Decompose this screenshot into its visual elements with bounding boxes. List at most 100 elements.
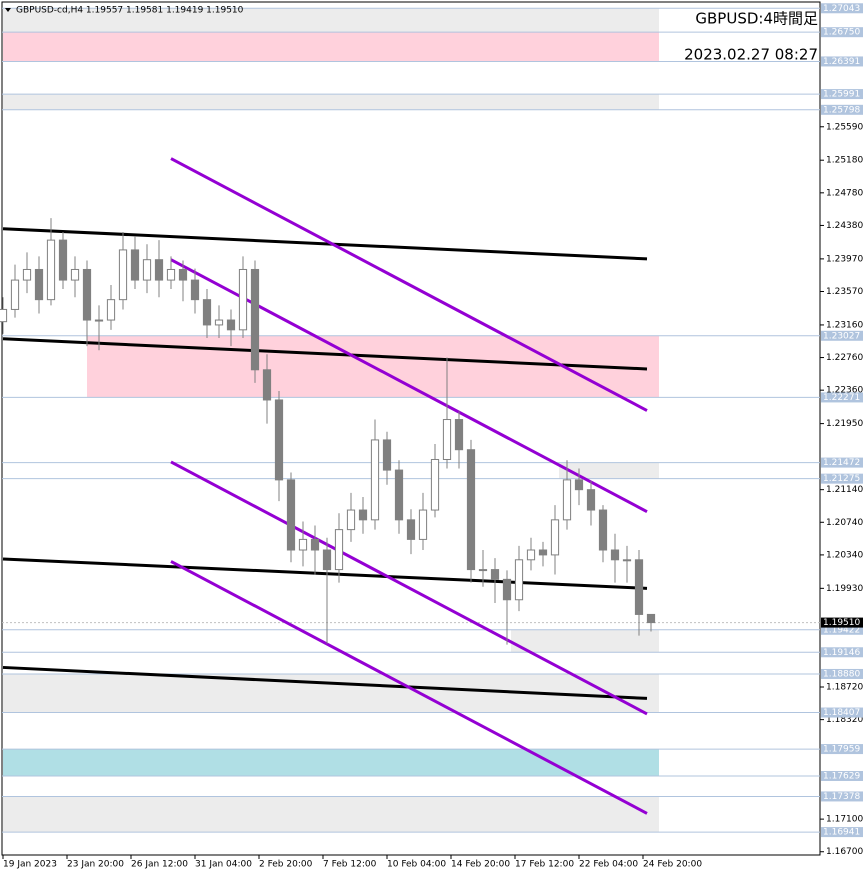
level-label-bg bbox=[821, 624, 863, 635]
y-tick-label: 1.20740 bbox=[826, 518, 863, 528]
level-label-bg bbox=[821, 791, 863, 802]
level-label-bg bbox=[821, 744, 863, 755]
plot-frame bbox=[1, 1, 821, 856]
candle-body bbox=[322, 549, 332, 571]
level-label: 1.25991 bbox=[823, 90, 860, 100]
zone bbox=[3, 796, 659, 833]
y-tick-label: 1.24380 bbox=[826, 221, 863, 231]
level-label-bg bbox=[821, 707, 863, 718]
zone bbox=[3, 94, 659, 110]
y-tick-label: 1.24780 bbox=[826, 188, 863, 198]
candle-body bbox=[394, 469, 404, 521]
y-tick-label: 1.16700 bbox=[826, 847, 863, 857]
trendline bbox=[170, 560, 648, 815]
y-tick-label: 1.22360 bbox=[826, 386, 863, 396]
candle-body bbox=[406, 519, 416, 540]
y-tick-label: 1.25180 bbox=[826, 156, 863, 166]
candle-body bbox=[142, 259, 152, 281]
candle-body bbox=[526, 549, 536, 561]
x-tick-label: 26 Jan 12:00 bbox=[131, 860, 188, 870]
zone bbox=[3, 749, 659, 776]
candle-body bbox=[238, 268, 248, 331]
zone bbox=[511, 629, 659, 653]
candle-body bbox=[502, 578, 512, 601]
level-label-bg bbox=[821, 647, 863, 658]
candle-body bbox=[250, 268, 260, 371]
x-tick-label: 19 Jan 2023 bbox=[3, 860, 57, 870]
level-label-bg bbox=[821, 56, 863, 67]
level-label-bg bbox=[821, 473, 863, 484]
candle-body bbox=[190, 279, 200, 301]
current-price-label: 1.19510 bbox=[823, 618, 860, 628]
x-tick-label: 22 Feb 04:00 bbox=[579, 860, 638, 870]
y-tick-label: 1.20340 bbox=[826, 550, 863, 560]
candle-body bbox=[10, 279, 20, 310]
trendline bbox=[170, 157, 648, 412]
x-tick-label: 10 Feb 04:00 bbox=[387, 860, 446, 870]
candle-body bbox=[634, 559, 644, 615]
candle-body bbox=[130, 249, 140, 281]
zone bbox=[3, 8, 659, 33]
level-label: 1.21275 bbox=[823, 474, 860, 484]
candle-body bbox=[514, 559, 524, 601]
candle-body bbox=[442, 419, 452, 460]
candle-body bbox=[58, 239, 68, 281]
level-label-bg bbox=[821, 27, 863, 38]
candle-body bbox=[118, 249, 128, 301]
candle-body bbox=[430, 458, 440, 511]
x-tick-label: 7 Feb 12:00 bbox=[323, 860, 377, 870]
level-label: 1.23027 bbox=[823, 331, 860, 341]
x-tick-label: 14 Feb 20:00 bbox=[451, 860, 510, 870]
level-label: 1.27043 bbox=[823, 4, 860, 14]
level-label: 1.18407 bbox=[823, 708, 860, 718]
x-tick-label: 17 Feb 12:00 bbox=[515, 860, 574, 870]
candle-body bbox=[34, 268, 44, 301]
candle-body bbox=[574, 479, 584, 491]
symbol-info: GBPUSD-cd,H4 1.19557 1.19581 1.19419 1.1… bbox=[16, 6, 244, 16]
candle-body bbox=[298, 538, 308, 551]
candle-body bbox=[22, 268, 32, 281]
level-label: 1.19146 bbox=[823, 648, 860, 658]
candle-body bbox=[202, 299, 212, 326]
candle-body bbox=[106, 299, 116, 321]
trendline bbox=[2, 665, 648, 700]
level-label: 1.17378 bbox=[823, 792, 860, 802]
zone bbox=[3, 32, 659, 62]
levels bbox=[2, 7, 820, 833]
level-label-bg bbox=[821, 330, 863, 341]
level-label: 1.21472 bbox=[823, 458, 860, 468]
current-price-bg bbox=[821, 617, 863, 628]
candle-body bbox=[334, 529, 344, 571]
level-label-bg bbox=[821, 104, 863, 115]
x-tick-label: 2 Feb 20:00 bbox=[259, 860, 313, 870]
level-label-bg bbox=[821, 770, 863, 781]
level-label-bg bbox=[821, 668, 863, 679]
candle-body bbox=[226, 319, 236, 331]
y-tick-label: 1.25590 bbox=[826, 122, 863, 132]
level-label: 1.22271 bbox=[823, 393, 860, 403]
axes: 1.25590 1.25180 1.24780 1.24380 1.23970 1.235… bbox=[2, 3, 863, 870]
x-tick-label: 23 Jan 20:00 bbox=[67, 860, 124, 870]
candle-body bbox=[598, 509, 608, 551]
y-tick-label: 1.23160 bbox=[826, 320, 863, 330]
candle-body bbox=[94, 319, 104, 322]
level-label: 1.19422 bbox=[823, 625, 860, 635]
y-tick-label: 1.18320 bbox=[826, 715, 863, 725]
candle-body bbox=[562, 479, 572, 521]
menu-arrow bbox=[5, 8, 11, 12]
candle-body bbox=[82, 268, 92, 321]
y-tick-label: 1.21950 bbox=[826, 419, 863, 429]
level-label-bg bbox=[821, 3, 863, 14]
candle-body bbox=[70, 268, 80, 281]
y-tick-label: 1.18720 bbox=[826, 683, 863, 693]
candle-body bbox=[550, 519, 560, 556]
chart-subtitle: 2023.02.27 08:27 bbox=[684, 46, 818, 64]
candle-body bbox=[610, 549, 620, 561]
y-tick-label: 1.19930 bbox=[826, 584, 863, 594]
level-label: 1.25798 bbox=[823, 105, 860, 115]
candle-body bbox=[46, 239, 56, 301]
candle-body bbox=[214, 319, 224, 326]
candle-body bbox=[418, 509, 428, 540]
level-label: 1.18880 bbox=[823, 669, 860, 679]
candle-body bbox=[646, 613, 656, 624]
